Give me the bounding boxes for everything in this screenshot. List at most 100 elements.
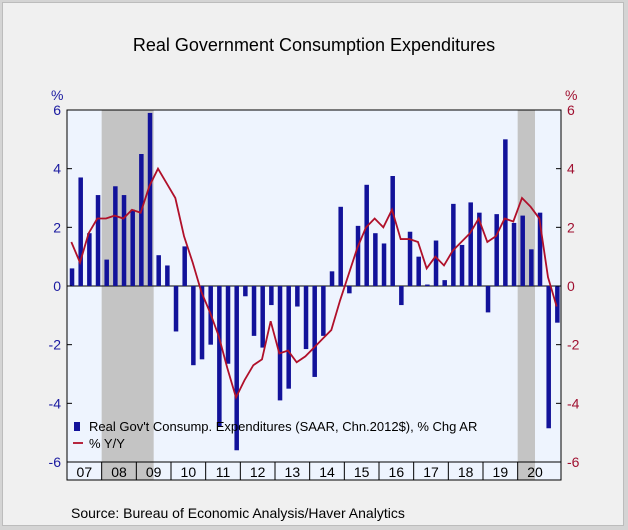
bar: [485, 286, 491, 313]
left-tick-label: 6: [53, 102, 61, 118]
bar: [260, 286, 265, 348]
bar: [555, 286, 560, 323]
right-tick-label: 0: [567, 278, 575, 294]
left-tick-label: -4: [49, 395, 62, 411]
bar: [251, 286, 257, 336]
x-tick-label: 15: [354, 464, 370, 480]
x-tick-label: 19: [493, 464, 509, 480]
x-tick-label: 14: [319, 464, 335, 480]
x-tick-label: 18: [458, 464, 474, 480]
bar: [139, 154, 144, 286]
bar: [364, 184, 369, 286]
bar: [537, 212, 543, 286]
x-tick-label: 12: [250, 464, 266, 480]
bar: [173, 286, 179, 332]
bar: [494, 214, 499, 286]
left-tick-label: 2: [53, 219, 61, 235]
chart: Real Government Consumption Expenditures…: [49, 35, 580, 521]
x-tick-label: 10: [181, 464, 197, 480]
recession-shade: [517, 110, 535, 480]
x-tick-label: 13: [285, 464, 301, 480]
legend-line-label: % Y/Y: [89, 436, 125, 451]
bar: [78, 177, 83, 286]
right-tick-label: -2: [567, 337, 580, 353]
source-note: Source: Bureau of Economic Analysis/Have…: [71, 505, 405, 521]
bar: [503, 139, 508, 286]
bar: [217, 286, 222, 427]
bar: [399, 286, 404, 306]
bar: [347, 286, 352, 294]
bar: [425, 284, 430, 286]
bar: [130, 209, 135, 286]
bar: [95, 195, 101, 286]
bar: [104, 259, 109, 286]
x-tick-label: 16: [389, 464, 405, 480]
bar: [295, 286, 300, 307]
left-tick-label: 4: [53, 161, 61, 177]
right-axis-unit: %: [565, 87, 577, 103]
x-tick-label: 17: [423, 464, 439, 480]
bar: [390, 176, 395, 286]
bar: [407, 231, 413, 286]
bar: [329, 271, 335, 286]
bar: [165, 265, 170, 286]
left-tick-label: 0: [53, 278, 61, 294]
bar: [442, 280, 447, 286]
bar: [243, 286, 248, 297]
legend: Real Gov't Consump. Expenditures (SAAR, …: [73, 419, 477, 451]
right-tick-label: 4: [567, 161, 575, 177]
right-tick-label: 2: [567, 219, 575, 235]
bar: [373, 233, 378, 286]
bar: [321, 286, 326, 336]
bar: [459, 244, 465, 286]
bar: [156, 255, 161, 286]
bar: [546, 286, 551, 429]
legend-bar-swatch: [74, 422, 80, 431]
bar: [312, 286, 317, 377]
bar: [520, 215, 525, 286]
bar: [69, 268, 75, 286]
bar: [416, 256, 421, 286]
x-tick-label: 20: [527, 464, 543, 480]
bar: [286, 286, 291, 389]
plot-border: [66, 109, 562, 481]
bar: [225, 286, 231, 364]
x-axis-band: [67, 462, 561, 480]
bar: [381, 243, 387, 286]
chart-frame: Real Government Consumption Expenditures…: [2, 2, 624, 526]
bar: [234, 286, 239, 451]
x-tick-label: 09: [146, 464, 162, 480]
bar: [338, 206, 343, 286]
bar: [433, 240, 439, 286]
left-tick-label: -2: [49, 337, 62, 353]
chart-title: Real Government Consumption Expenditures: [133, 35, 495, 55]
bar: [269, 286, 274, 306]
x-tick-label: 07: [77, 464, 93, 480]
right-tick-label: -6: [567, 454, 580, 470]
bar: [355, 225, 361, 286]
bar: [147, 112, 153, 287]
bar: [199, 286, 205, 360]
legend-bar-label: Real Gov't Consump. Expenditures (SAAR, …: [89, 419, 477, 434]
x-tick-label: 08: [111, 464, 127, 480]
bar: [113, 186, 118, 286]
bar: [451, 203, 456, 286]
bar: [182, 246, 187, 286]
right-tick-label: -4: [567, 395, 580, 411]
left-axis-unit: %: [51, 87, 63, 103]
bar: [468, 202, 473, 286]
right-tick-label: 6: [567, 102, 575, 118]
left-tick-label: -6: [49, 454, 62, 470]
yoy-line: [70, 166, 558, 400]
bar: [277, 286, 283, 401]
bar: [191, 286, 196, 366]
bar: [303, 286, 309, 350]
recession-shade: [101, 110, 154, 480]
bar: [511, 222, 517, 286]
bar: [529, 249, 534, 286]
bar: [477, 212, 482, 286]
bar: [121, 195, 127, 286]
plot-area: [67, 110, 561, 480]
x-tick-label: 11: [216, 464, 231, 480]
